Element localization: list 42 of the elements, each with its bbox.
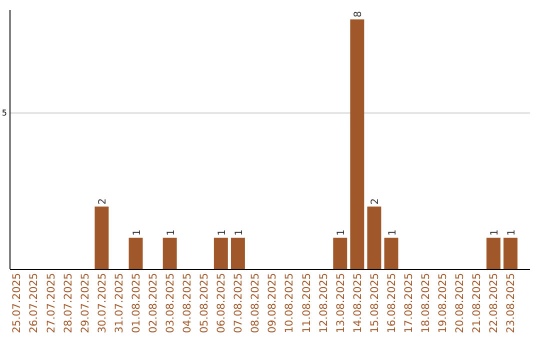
- x-tick-label: 28.07.2025: [62, 273, 74, 334]
- x-tick-label: 25.07.2025: [11, 273, 24, 334]
- data-label: 1: [336, 229, 348, 236]
- data-label: 1: [387, 229, 398, 236]
- x-tick-label: 30.07.2025: [96, 273, 108, 334]
- x-tick-label: 12.08.2025: [318, 273, 330, 334]
- x-tick-label: 07.08.2025: [232, 273, 245, 334]
- x-tick-label: 11.08.2025: [300, 273, 313, 334]
- x-tick-label: 27.07.2025: [45, 273, 58, 334]
- data-label: 1: [216, 229, 228, 236]
- x-tick-label: 01.08.2025: [130, 273, 142, 334]
- x-tick-label: 22.08.2025: [488, 273, 500, 334]
- x-tick-label: 20.08.2025: [454, 273, 466, 334]
- x-tick-label: 03.08.2025: [164, 273, 176, 334]
- data-label: 2: [370, 198, 382, 205]
- x-tick-label: 17.08.2025: [402, 273, 415, 334]
- x-tick-label: 19.08.2025: [437, 273, 450, 334]
- x-tick-label: 31.07.2025: [113, 273, 126, 334]
- x-tick-label: 08.08.2025: [250, 273, 262, 334]
- x-tick-label: 09.08.2025: [266, 273, 279, 334]
- x-tick-label: 29.07.2025: [79, 273, 92, 334]
- x-tick-label: 14.08.2025: [352, 273, 364, 334]
- data-label: 2: [98, 198, 109, 205]
- x-tick-label: 26.07.2025: [28, 273, 40, 334]
- x-tick-label: 04.08.2025: [182, 273, 194, 334]
- data-label: 1: [132, 229, 143, 236]
- x-tick-label: 21.08.2025: [471, 273, 484, 334]
- y-tick-label: 5: [2, 108, 7, 118]
- x-tick-label: 23.08.2025: [505, 273, 518, 334]
- x-tick-label: 18.08.2025: [420, 273, 432, 334]
- x-tick-label: 16.08.2025: [386, 273, 398, 334]
- data-label: 1: [166, 229, 177, 236]
- x-tick-label: 05.08.2025: [198, 273, 211, 334]
- data-label: 1: [489, 229, 500, 236]
- data-label: 1: [234, 229, 245, 236]
- x-tick-label: 15.08.2025: [368, 273, 381, 334]
- x-tick-label: 13.08.2025: [334, 273, 347, 334]
- data-label: 8: [353, 10, 364, 18]
- x-tick-label: 10.08.2025: [284, 273, 296, 334]
- x-tick-label: 02.08.2025: [147, 273, 160, 334]
- data-label: 1: [506, 229, 518, 236]
- x-tick-label: 06.08.2025: [216, 273, 228, 334]
